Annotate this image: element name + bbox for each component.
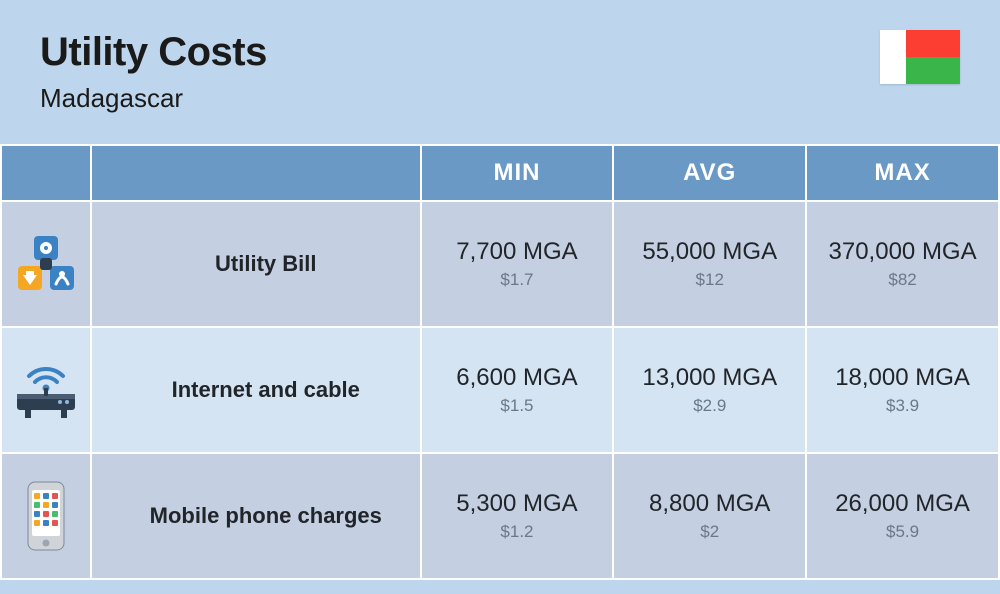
row-label: Mobile phone charges — [91, 453, 421, 579]
col-header-avg: AVG — [613, 145, 806, 201]
value-primary: 370,000 MGA — [807, 238, 998, 266]
madagascar-flag-icon — [880, 30, 960, 84]
table-row: Mobile phone charges 5,300 MGA $1.2 8,80… — [1, 453, 999, 579]
row-icon-cell — [1, 201, 91, 327]
value-secondary: $3.9 — [807, 396, 998, 416]
internet-cable-icon — [11, 358, 81, 422]
cell-max: 18,000 MGA $3.9 — [806, 327, 999, 453]
table-row: Utility Bill 7,700 MGA $1.7 55,000 MGA $… — [1, 201, 999, 327]
title-block: Utility Costs Madagascar — [40, 30, 267, 114]
value-primary: 13,000 MGA — [614, 364, 805, 392]
cell-max: 370,000 MGA $82 — [806, 201, 999, 327]
flag-stripe-white — [880, 30, 906, 84]
cell-avg: 13,000 MGA $2.9 — [613, 327, 806, 453]
flag-stripe-red — [906, 30, 960, 57]
cell-min: 6,600 MGA $1.5 — [421, 327, 614, 453]
value-primary: 7,700 MGA — [422, 238, 613, 266]
value-secondary: $2.9 — [614, 396, 805, 416]
value-primary: 6,600 MGA — [422, 364, 613, 392]
value-secondary: $82 — [807, 270, 998, 290]
page-title: Utility Costs — [40, 30, 267, 75]
cell-min: 5,300 MGA $1.2 — [421, 453, 614, 579]
cell-min: 7,700 MGA $1.7 — [421, 201, 614, 327]
col-header-max: MAX — [806, 145, 999, 201]
infographic-canvas: Utility Costs Madagascar MIN AVG MAX — [0, 0, 1000, 594]
value-secondary: $1.7 — [422, 270, 613, 290]
mobile-phone-icon — [22, 480, 70, 552]
value-secondary: $5.9 — [807, 522, 998, 542]
value-primary: 55,000 MGA — [614, 238, 805, 266]
value-primary: 8,800 MGA — [614, 490, 805, 518]
cell-avg: 8,800 MGA $2 — [613, 453, 806, 579]
value-primary: 26,000 MGA — [807, 490, 998, 518]
row-icon-cell — [1, 327, 91, 453]
row-icon-cell — [1, 453, 91, 579]
col-header-icon — [1, 145, 91, 201]
table-header-row: MIN AVG MAX — [1, 145, 999, 201]
utility-bill-icon — [14, 232, 78, 296]
cell-avg: 55,000 MGA $12 — [613, 201, 806, 327]
value-primary: 5,300 MGA — [422, 490, 613, 518]
col-header-min: MIN — [421, 145, 614, 201]
utility-costs-table: MIN AVG MAX — [0, 144, 1000, 580]
header: Utility Costs Madagascar — [0, 0, 1000, 144]
value-secondary: $1.2 — [422, 522, 613, 542]
page-subtitle: Madagascar — [40, 83, 267, 114]
value-secondary: $1.5 — [422, 396, 613, 416]
table-row: Internet and cable 6,600 MGA $1.5 13,000… — [1, 327, 999, 453]
value-secondary: $2 — [614, 522, 805, 542]
value-secondary: $12 — [614, 270, 805, 290]
row-label: Internet and cable — [91, 327, 421, 453]
cell-max: 26,000 MGA $5.9 — [806, 453, 999, 579]
row-label: Utility Bill — [91, 201, 421, 327]
flag-stripe-green — [906, 57, 960, 84]
value-primary: 18,000 MGA — [807, 364, 998, 392]
col-header-label — [91, 145, 421, 201]
